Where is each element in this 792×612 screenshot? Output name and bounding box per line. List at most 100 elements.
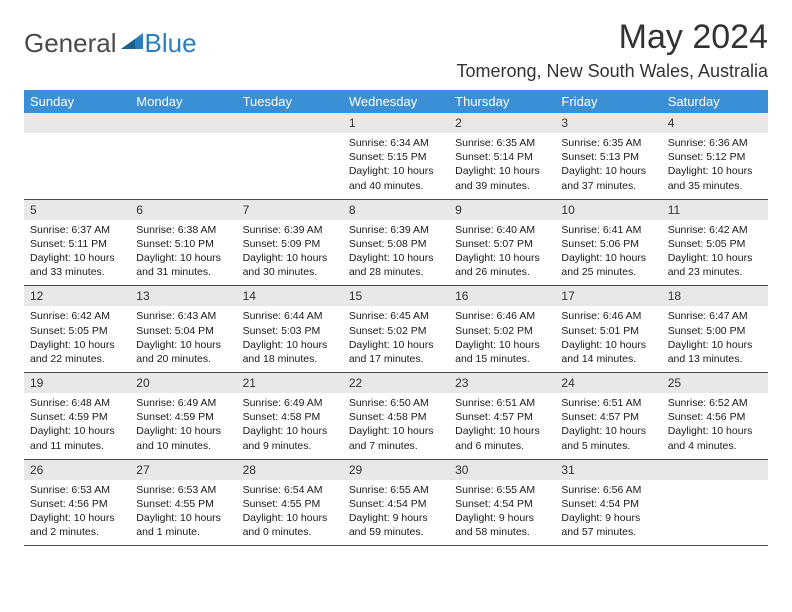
sunrise-text: Sunrise: 6:53 AM bbox=[30, 483, 124, 497]
day-number: 7 bbox=[237, 200, 343, 220]
daylight-text-1: Daylight: 9 hours bbox=[349, 511, 443, 525]
calendar-day-cell: 3Sunrise: 6:35 AMSunset: 5:13 PMDaylight… bbox=[555, 113, 661, 199]
sunset-text: Sunset: 5:14 PM bbox=[455, 150, 549, 164]
calendar-day-cell: 9Sunrise: 6:40 AMSunset: 5:07 PMDaylight… bbox=[449, 199, 555, 286]
calendar-day-cell: 29Sunrise: 6:55 AMSunset: 4:54 PMDayligh… bbox=[343, 459, 449, 546]
sunrise-text: Sunrise: 6:42 AM bbox=[30, 309, 124, 323]
day-details: Sunrise: 6:53 AMSunset: 4:55 PMDaylight:… bbox=[130, 480, 236, 546]
day-details: Sunrise: 6:51 AMSunset: 4:57 PMDaylight:… bbox=[449, 393, 555, 459]
day-details: Sunrise: 6:40 AMSunset: 5:07 PMDaylight:… bbox=[449, 220, 555, 286]
day-number: 25 bbox=[662, 373, 768, 393]
sunset-text: Sunset: 4:59 PM bbox=[136, 410, 230, 424]
daylight-text-1: Daylight: 10 hours bbox=[668, 164, 762, 178]
calendar-day-cell: 20Sunrise: 6:49 AMSunset: 4:59 PMDayligh… bbox=[130, 373, 236, 460]
sunset-text: Sunset: 5:15 PM bbox=[349, 150, 443, 164]
daylight-text-2: and 57 minutes. bbox=[561, 525, 655, 539]
sunset-text: Sunset: 5:05 PM bbox=[668, 237, 762, 251]
calendar-day-cell: 18Sunrise: 6:47 AMSunset: 5:00 PMDayligh… bbox=[662, 286, 768, 373]
sunset-text: Sunset: 4:54 PM bbox=[349, 497, 443, 511]
day-number: 11 bbox=[662, 200, 768, 220]
daylight-text-1: Daylight: 10 hours bbox=[455, 164, 549, 178]
day-number: 27 bbox=[130, 460, 236, 480]
calendar-empty-cell bbox=[662, 459, 768, 546]
day-details: Sunrise: 6:39 AMSunset: 5:08 PMDaylight:… bbox=[343, 220, 449, 286]
day-number: 30 bbox=[449, 460, 555, 480]
day-details: Sunrise: 6:46 AMSunset: 5:02 PMDaylight:… bbox=[449, 306, 555, 372]
logo-text-general: General bbox=[24, 28, 117, 59]
day-details: Sunrise: 6:55 AMSunset: 4:54 PMDaylight:… bbox=[343, 480, 449, 546]
daylight-text-2: and 20 minutes. bbox=[136, 352, 230, 366]
day-number: 26 bbox=[24, 460, 130, 480]
daylight-text-1: Daylight: 10 hours bbox=[668, 251, 762, 265]
day-details: Sunrise: 6:51 AMSunset: 4:57 PMDaylight:… bbox=[555, 393, 661, 459]
daylight-text-1: Daylight: 10 hours bbox=[561, 338, 655, 352]
sunrise-text: Sunrise: 6:37 AM bbox=[30, 223, 124, 237]
day-details: Sunrise: 6:43 AMSunset: 5:04 PMDaylight:… bbox=[130, 306, 236, 372]
sunrise-text: Sunrise: 6:55 AM bbox=[455, 483, 549, 497]
calendar-day-cell: 19Sunrise: 6:48 AMSunset: 4:59 PMDayligh… bbox=[24, 373, 130, 460]
calendar-day-cell: 16Sunrise: 6:46 AMSunset: 5:02 PMDayligh… bbox=[449, 286, 555, 373]
weekday-header: Wednesday bbox=[343, 90, 449, 113]
daylight-text-1: Daylight: 10 hours bbox=[455, 424, 549, 438]
daylight-text-1: Daylight: 10 hours bbox=[243, 511, 337, 525]
daylight-text-2: and 13 minutes. bbox=[668, 352, 762, 366]
sunrise-text: Sunrise: 6:53 AM bbox=[136, 483, 230, 497]
daylight-text-1: Daylight: 10 hours bbox=[349, 424, 443, 438]
calendar-day-cell: 23Sunrise: 6:51 AMSunset: 4:57 PMDayligh… bbox=[449, 373, 555, 460]
calendar-day-cell: 31Sunrise: 6:56 AMSunset: 4:54 PMDayligh… bbox=[555, 459, 661, 546]
sunset-text: Sunset: 5:09 PM bbox=[243, 237, 337, 251]
calendar-week-row: 19Sunrise: 6:48 AMSunset: 4:59 PMDayligh… bbox=[24, 373, 768, 460]
calendar-day-cell: 6Sunrise: 6:38 AMSunset: 5:10 PMDaylight… bbox=[130, 199, 236, 286]
sunset-text: Sunset: 5:05 PM bbox=[30, 324, 124, 338]
daylight-text-2: and 30 minutes. bbox=[243, 265, 337, 279]
daylight-text-1: Daylight: 10 hours bbox=[136, 338, 230, 352]
day-details: Sunrise: 6:36 AMSunset: 5:12 PMDaylight:… bbox=[662, 133, 768, 199]
calendar-day-cell: 21Sunrise: 6:49 AMSunset: 4:58 PMDayligh… bbox=[237, 373, 343, 460]
day-details: Sunrise: 6:38 AMSunset: 5:10 PMDaylight:… bbox=[130, 220, 236, 286]
sunrise-text: Sunrise: 6:39 AM bbox=[349, 223, 443, 237]
sunrise-text: Sunrise: 6:44 AM bbox=[243, 309, 337, 323]
sunrise-text: Sunrise: 6:46 AM bbox=[561, 309, 655, 323]
header: General Blue May 2024 Tomerong, New Sout… bbox=[24, 18, 768, 82]
daylight-text-2: and 23 minutes. bbox=[668, 265, 762, 279]
daylight-text-2: and 28 minutes. bbox=[349, 265, 443, 279]
daylight-text-2: and 37 minutes. bbox=[561, 179, 655, 193]
daylight-text-1: Daylight: 10 hours bbox=[136, 251, 230, 265]
day-details: Sunrise: 6:34 AMSunset: 5:15 PMDaylight:… bbox=[343, 133, 449, 199]
daylight-text-2: and 1 minute. bbox=[136, 525, 230, 539]
daylight-text-2: and 22 minutes. bbox=[30, 352, 124, 366]
sunset-text: Sunset: 5:00 PM bbox=[668, 324, 762, 338]
daylight-text-2: and 15 minutes. bbox=[455, 352, 549, 366]
day-number: 1 bbox=[343, 113, 449, 133]
day-details: Sunrise: 6:49 AMSunset: 4:59 PMDaylight:… bbox=[130, 393, 236, 459]
sunrise-text: Sunrise: 6:51 AM bbox=[561, 396, 655, 410]
title-block: May 2024 Tomerong, New South Wales, Aust… bbox=[457, 18, 768, 82]
sunset-text: Sunset: 5:02 PM bbox=[349, 324, 443, 338]
sunset-text: Sunset: 4:55 PM bbox=[136, 497, 230, 511]
daylight-text-2: and 5 minutes. bbox=[561, 439, 655, 453]
day-number-bar bbox=[662, 460, 768, 480]
sunset-text: Sunset: 5:03 PM bbox=[243, 324, 337, 338]
daylight-text-2: and 11 minutes. bbox=[30, 439, 124, 453]
sunrise-text: Sunrise: 6:54 AM bbox=[243, 483, 337, 497]
calendar-week-row: 26Sunrise: 6:53 AMSunset: 4:56 PMDayligh… bbox=[24, 459, 768, 546]
location: Tomerong, New South Wales, Australia bbox=[457, 61, 768, 82]
day-details: Sunrise: 6:50 AMSunset: 4:58 PMDaylight:… bbox=[343, 393, 449, 459]
sunrise-text: Sunrise: 6:45 AM bbox=[349, 309, 443, 323]
day-number: 18 bbox=[662, 286, 768, 306]
daylight-text-2: and 10 minutes. bbox=[136, 439, 230, 453]
day-details: Sunrise: 6:45 AMSunset: 5:02 PMDaylight:… bbox=[343, 306, 449, 372]
day-number: 8 bbox=[343, 200, 449, 220]
daylight-text-1: Daylight: 10 hours bbox=[243, 424, 337, 438]
calendar-day-cell: 12Sunrise: 6:42 AMSunset: 5:05 PMDayligh… bbox=[24, 286, 130, 373]
calendar-header-row: SundayMondayTuesdayWednesdayThursdayFrid… bbox=[24, 90, 768, 113]
sunrise-text: Sunrise: 6:47 AM bbox=[668, 309, 762, 323]
day-details: Sunrise: 6:47 AMSunset: 5:00 PMDaylight:… bbox=[662, 306, 768, 372]
calendar-day-cell: 8Sunrise: 6:39 AMSunset: 5:08 PMDaylight… bbox=[343, 199, 449, 286]
day-number: 24 bbox=[555, 373, 661, 393]
calendar-week-row: 1Sunrise: 6:34 AMSunset: 5:15 PMDaylight… bbox=[24, 113, 768, 199]
day-number: 19 bbox=[24, 373, 130, 393]
day-details: Sunrise: 6:41 AMSunset: 5:06 PMDaylight:… bbox=[555, 220, 661, 286]
sunrise-text: Sunrise: 6:36 AM bbox=[668, 136, 762, 150]
daylight-text-2: and 33 minutes. bbox=[30, 265, 124, 279]
